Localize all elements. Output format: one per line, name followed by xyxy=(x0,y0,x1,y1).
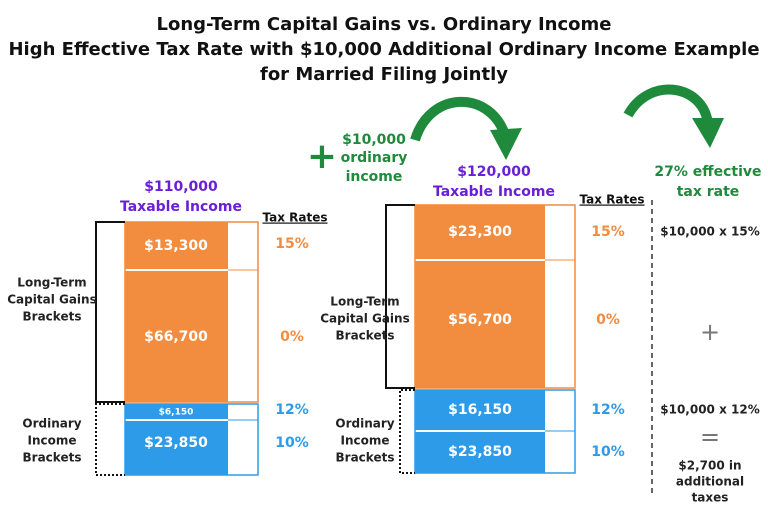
group-label: Long-Term xyxy=(17,276,86,290)
segment xyxy=(125,421,228,475)
rate: 10% xyxy=(591,444,625,460)
operator: + xyxy=(700,318,720,346)
group-label: Capital Gains xyxy=(320,312,409,326)
group-label: Brackets xyxy=(336,451,395,465)
group-label: Ordinary xyxy=(335,417,394,431)
group-label: Brackets xyxy=(23,310,82,324)
calc: $10,000 x 12% xyxy=(660,403,759,417)
arrow xyxy=(623,84,713,126)
segment-label: $16,150 xyxy=(448,402,512,418)
rate: 0% xyxy=(596,312,620,328)
segment-label: $23,850 xyxy=(448,444,512,460)
group-label: Brackets xyxy=(336,329,395,343)
segment-label: $56,700 xyxy=(448,312,512,328)
segment-label: $6,150 xyxy=(159,408,194,418)
segment xyxy=(125,271,228,402)
rate: 10% xyxy=(275,435,309,451)
segment xyxy=(125,404,228,419)
rate: 12% xyxy=(275,402,309,418)
plus: + xyxy=(307,136,337,177)
bracket xyxy=(385,204,415,389)
group-label: Income xyxy=(340,434,389,448)
segment-label: $13,300 xyxy=(144,238,208,254)
addition-label: ordinary xyxy=(341,150,408,166)
segment xyxy=(415,390,545,430)
income: Taxable Income xyxy=(120,199,242,215)
arrow xyxy=(410,96,510,142)
effective-rate: tax rate xyxy=(677,184,740,200)
bracket xyxy=(95,221,125,403)
addition-label: income xyxy=(346,169,403,185)
arrow-head xyxy=(490,128,522,160)
group-label: Long-Term xyxy=(330,295,399,309)
segment-label: $23,300 xyxy=(448,224,512,240)
arrow-head xyxy=(692,118,724,148)
rate: 12% xyxy=(591,402,625,418)
rate: 0% xyxy=(280,329,304,345)
income: $120,000 xyxy=(457,164,531,180)
segment xyxy=(125,222,228,269)
segment xyxy=(415,205,545,259)
effective-rate: 27% effective xyxy=(654,164,761,180)
tax-rates-header: Tax Rates xyxy=(262,211,327,225)
title: Long-Term Capital Gains vs. Ordinary Inc… xyxy=(157,14,612,35)
operator: = xyxy=(700,423,720,451)
tax-rates-header: Tax Rates xyxy=(579,193,644,207)
total: taxes xyxy=(692,491,729,505)
calc: $10,000 x 15% xyxy=(660,225,759,239)
rate: 15% xyxy=(591,224,625,240)
total: additional xyxy=(676,475,744,489)
total: $2,700 in xyxy=(678,459,741,473)
group-label: Income xyxy=(27,434,76,448)
rate: 15% xyxy=(275,236,309,252)
segment xyxy=(415,432,545,473)
group-label: Brackets xyxy=(23,451,82,465)
income: Taxable Income xyxy=(433,184,555,200)
title: for Married Filing Jointly xyxy=(260,64,508,85)
income: $110,000 xyxy=(144,179,218,195)
title: High Effective Tax Rate with $10,000 Add… xyxy=(8,39,759,60)
bracket xyxy=(95,403,125,476)
segment-label: $23,850 xyxy=(144,435,208,451)
bracket xyxy=(399,389,415,474)
group-label: Ordinary xyxy=(22,417,81,431)
segment xyxy=(415,261,545,388)
addition-label: $10,000 xyxy=(342,132,406,148)
group-label: Capital Gains xyxy=(7,293,96,307)
segment-label: $66,700 xyxy=(144,329,208,345)
